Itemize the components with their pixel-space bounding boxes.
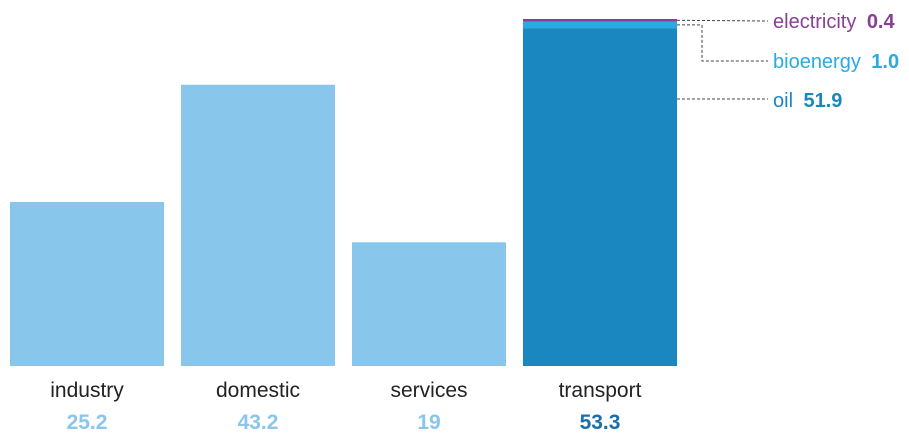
segment-label-oil: oil 51.9 [773,90,842,112]
leader-line-electricity [676,19,769,22]
bar-domestic [181,84,335,367]
segment-name-oil: oil [773,90,793,112]
category-label-industry: industry [50,379,124,402]
stack-segment-oil [523,28,677,367]
category-value-services: 19 [417,411,440,434]
segment-name-electricity: electricity [773,11,856,33]
segment-value-bioenergy: 1.0 [871,51,899,73]
category-value-transport: 53.3 [580,411,621,434]
category-label-transport: transport [559,379,642,402]
bar-industry [10,201,164,366]
category-label-domestic: domestic [216,379,300,402]
stack-segment-bioenergy [523,21,677,29]
bar-services [352,242,506,366]
stack-segment-electricity [523,19,677,22]
leader-line-bioenergy [677,24,768,62]
bars-group [10,84,506,367]
segment-name-bioenergy: bioenergy [773,51,861,73]
segment-value-electricity: 0.4 [867,11,896,33]
transport-stack-group [523,19,677,367]
leader-lines-group [676,19,769,100]
segment-value-oil: 51.9 [803,90,842,112]
category-value-domestic: 43.2 [238,411,279,434]
category-label-services: services [390,379,467,402]
segment-label-bioenergy: bioenergy 1.0 [773,51,899,73]
category-value-industry: 25.2 [67,411,108,434]
segment-label-electricity: electricity 0.4 [773,11,895,33]
